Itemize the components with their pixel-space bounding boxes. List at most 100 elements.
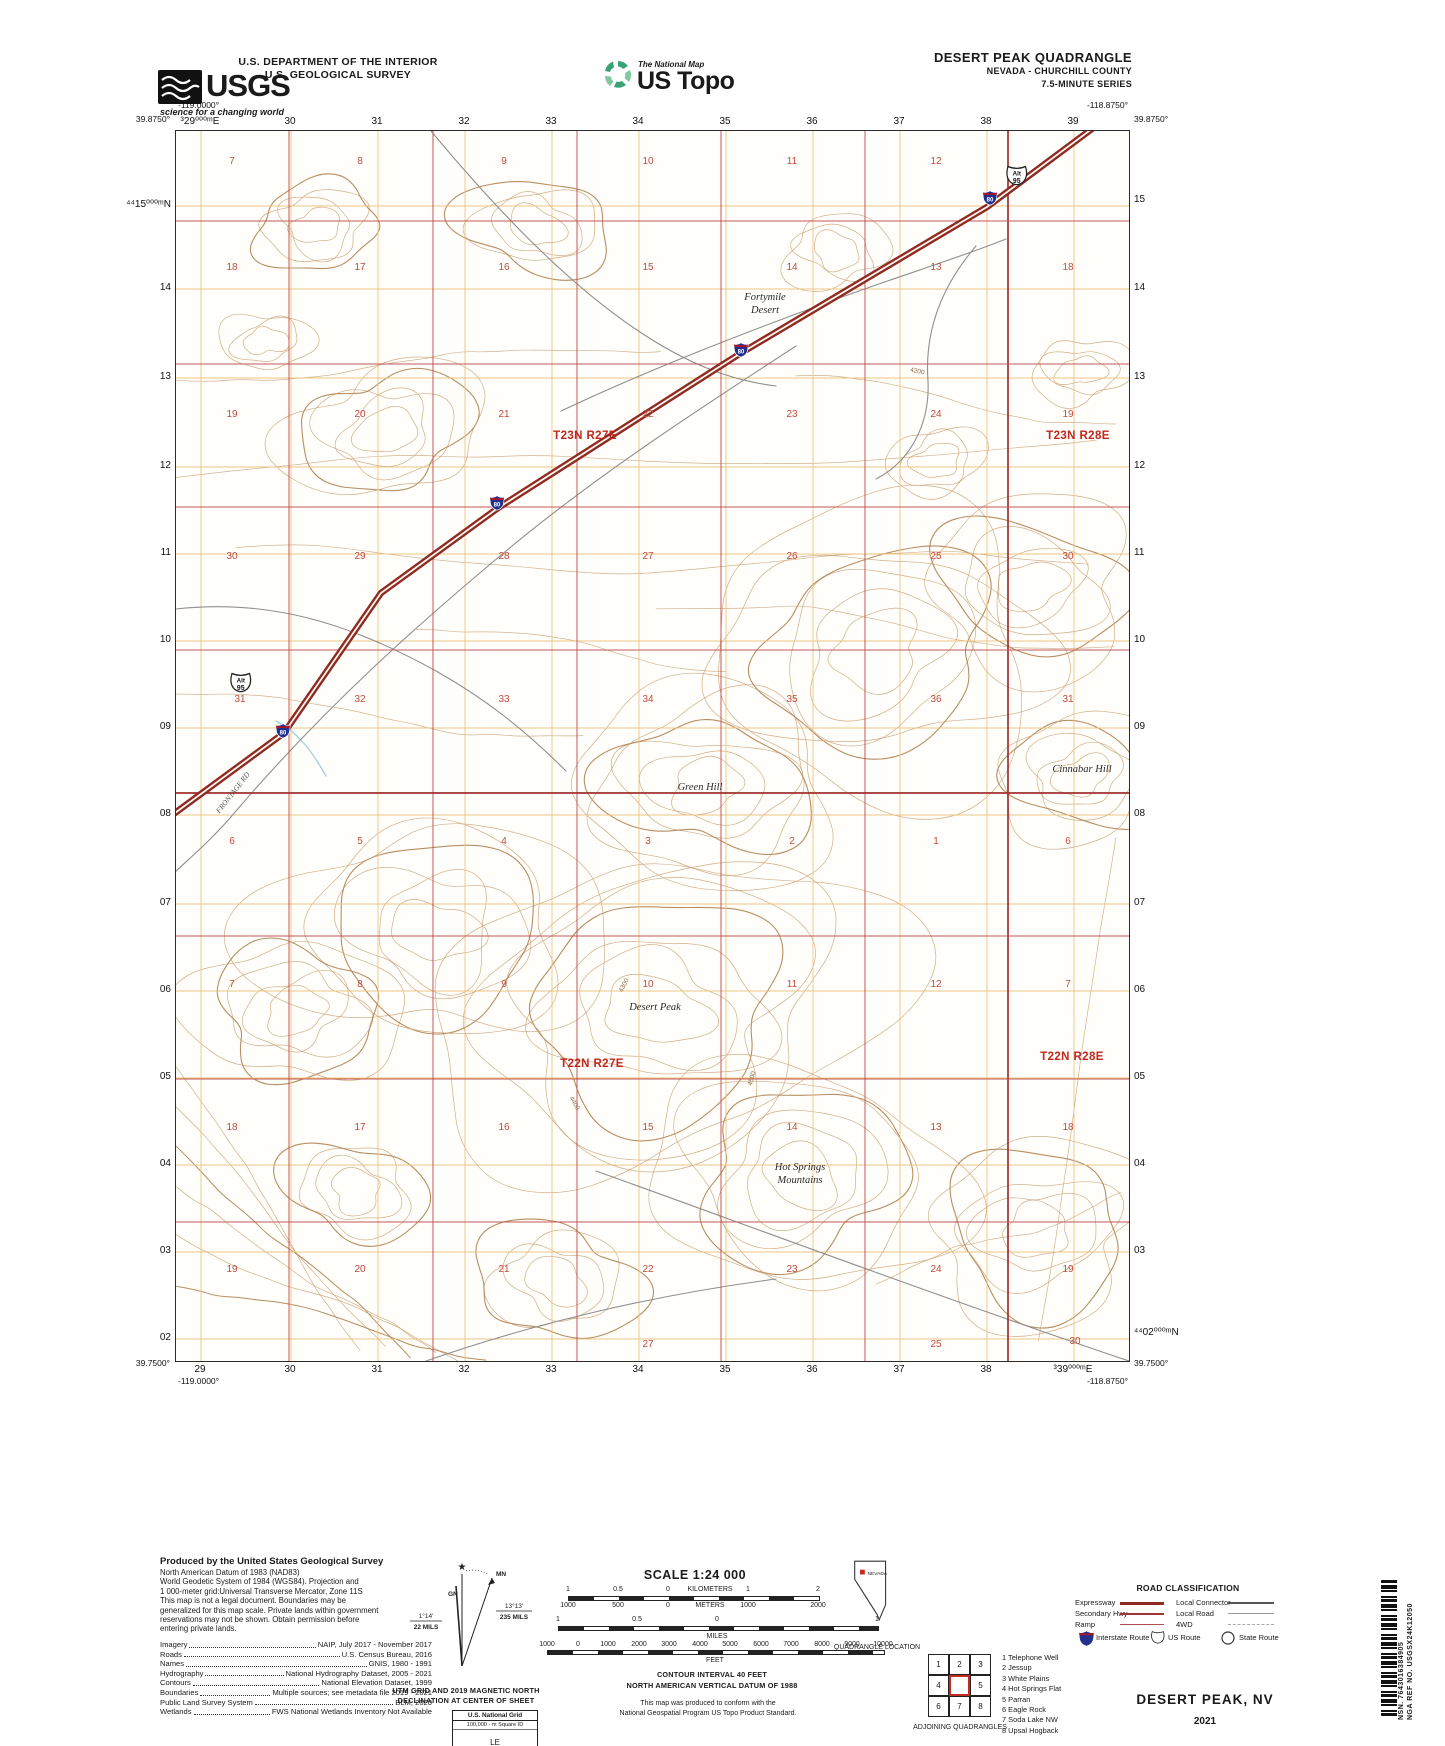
road-class-label: Local Road — [1176, 1609, 1214, 1618]
grid-edge-label: 33 — [545, 116, 557, 127]
adjoining-grid-cell: 8 — [970, 1696, 991, 1717]
grid-edge-label: 32 — [458, 1364, 470, 1375]
data-source-label: Roads — [160, 1649, 182, 1659]
scale-tick-label: 2000 — [810, 1602, 826, 1609]
corner-coordinate: 39.7500° — [135, 1358, 170, 1368]
grid-edge-label: 32 — [458, 116, 470, 127]
svg-text:GN: GN — [448, 1591, 458, 1598]
state-route-shield — [1221, 1631, 1235, 1645]
quadrangle-location-caption: QUADRANGLE LOCATION — [833, 1644, 921, 1651]
declination-caption1: UTM GRID AND 2019 MAGNETIC NORTH — [392, 1686, 540, 1695]
grid-edge-label: 05 — [1134, 1071, 1146, 1082]
grid-edge-label: 15 — [1134, 194, 1146, 205]
grid-edge-label: 30 — [284, 1364, 296, 1375]
quadrangle-series: 7.5-MINUTE SERIES — [1041, 79, 1132, 89]
grid-edge-label: 02 — [159, 1332, 171, 1343]
scale-title: SCALE 1:24 000 — [643, 1568, 747, 1582]
usgs-tagline: science for a changing world — [160, 107, 285, 117]
production-note-line: North American Datum of 1983 (NAD83) — [160, 1568, 300, 1577]
declination-caption2: DECLINATION AT CENTER OF SHEET — [397, 1696, 535, 1705]
svg-text:22 MILS: 22 MILS — [414, 1624, 439, 1631]
adjoining-quad-name: 2 Jessup — [1002, 1663, 1032, 1673]
road-class-line — [1120, 1624, 1164, 1626]
scale-tick-label: 5000 — [722, 1641, 738, 1648]
us-route-shield — [1151, 1631, 1165, 1644]
scale-tick-label: 0 — [666, 1602, 670, 1609]
adjoining-quadrangles-caption: ADJOINING QUADRANGLES — [913, 1724, 1007, 1731]
scale-tick-label: METERS — [695, 1602, 725, 1609]
scale-tick-label: 0.5 — [632, 1616, 642, 1623]
corner-coordinate: 39.8750° — [1134, 114, 1169, 124]
data-source-label: Hydrography — [160, 1668, 204, 1678]
adjoining-quad-name: 8 Upsal Hogback — [1002, 1725, 1059, 1735]
production-note-line: reservations may not be shown. Obtain pe… — [160, 1615, 360, 1624]
scale-tick-label: 0.5 — [613, 1586, 623, 1593]
scale-tick-label: 3000 — [661, 1641, 677, 1648]
conformance-note-line1: This map was produced to conform with th… — [640, 1700, 776, 1707]
adjoining-quad-name: 1 Telephone Well — [1002, 1653, 1059, 1662]
scale-tick-label: 1000 — [740, 1602, 756, 1609]
grid-edge-label: 37 — [893, 116, 905, 127]
adjoining-grid-cell — [949, 1675, 970, 1696]
production-note-line: 1 000-meter grid:Universal Transverse Me… — [160, 1586, 363, 1596]
grid-edge-label: ⁴⁴15⁰⁰⁰ᵐN — [126, 199, 171, 210]
grid-edge-label: 03 — [159, 1245, 171, 1256]
road-class-label: Local Connector — [1176, 1598, 1231, 1607]
adjoining-grid-cell: 7 — [949, 1696, 970, 1717]
data-source-row: Roads U.S. Census Bureau, 2016 — [160, 1650, 432, 1660]
grid-edge-label: 08 — [159, 808, 171, 819]
data-source-label: Public Land Survey System — [160, 1697, 253, 1707]
grid-edge-label: 38 — [980, 116, 992, 127]
adjoining-grid-cell: 2 — [949, 1654, 970, 1675]
corner-coordinate: 39.7500° — [1134, 1358, 1169, 1368]
corner-coordinate: -118.8750° — [1086, 1376, 1128, 1386]
grid-edge-label: 36 — [806, 1364, 818, 1375]
data-source-row: Contours National Elevation Dataset, 1999 — [160, 1678, 432, 1688]
road-classification-title: ROAD CLASSIFICATION — [1136, 1583, 1240, 1593]
grid-edge-label: 39 — [1067, 116, 1079, 127]
grid-edge-label: 04 — [159, 1158, 171, 1169]
data-source-row: Hydrography National Hydrography Dataset,… — [160, 1669, 432, 1679]
data-source-label: Contours — [160, 1678, 191, 1688]
adjoining-quadrangles-list: 1 Telephone Well 2 Jessup 3 White Plains 4 … — [1002, 1653, 1061, 1736]
department-header: U.S. DEPARTMENT OF THE INTERIOR U.S. GEO… — [218, 56, 458, 82]
ustopo-logo-text: US Topo — [637, 67, 735, 95]
data-source-label: Imagery — [160, 1640, 188, 1649]
svg-text:MN: MN — [496, 1571, 506, 1578]
barcode-nsn-text: NSN. 7643016384905 — [1398, 1641, 1405, 1720]
adjoining-quad-name: 6 Eagle Rock — [1002, 1705, 1046, 1715]
map-sheet-year: 2021 — [1193, 1716, 1217, 1727]
grid-edge-label: 04 — [1134, 1158, 1146, 1169]
svg-text:13°13': 13°13' — [505, 1602, 523, 1610]
grid-edge-label: 31 — [371, 116, 383, 127]
dotted-leader — [183, 1650, 340, 1658]
adjoining-grid-cell: 4 — [928, 1675, 949, 1696]
barcode — [1381, 1580, 1397, 1716]
grid-edge-label: 13 — [1134, 371, 1146, 382]
road-class-label: Expressway — [1075, 1598, 1116, 1607]
data-source-label: Names — [160, 1659, 185, 1669]
data-source-label: Wetlands — [160, 1707, 192, 1717]
scale-tick-label: 1 — [746, 1586, 750, 1593]
grid-edge-label: 12 — [1134, 460, 1146, 471]
grid-edge-label: 10 — [159, 634, 171, 645]
adjoining-quad-name: 3 White Plains — [1002, 1673, 1050, 1683]
road-class-line — [1120, 1602, 1164, 1605]
conformance-note-line2: National Geospatial Program US Topo Prod… — [619, 1710, 797, 1717]
scale-tick-label: FEET — [706, 1657, 724, 1664]
scale-tick-label: 4000 — [692, 1641, 708, 1648]
grid-edge-label: 35 — [719, 1364, 731, 1375]
data-source-row: Boundaries Multiple sources; see metadata… — [160, 1688, 432, 1698]
grid-edge-label: 09 — [1134, 721, 1146, 732]
grid-edge-label: 34 — [632, 116, 644, 127]
grid-edge-label: 34 — [632, 1364, 644, 1375]
usgs-wave-icon — [158, 70, 202, 104]
dotted-leader — [189, 1641, 316, 1648]
adjoining-quad-name: 7 Soda Lake NW — [1002, 1715, 1058, 1725]
quadrangle-state-county: NEVADA - CHURCHILL COUNTY — [986, 66, 1132, 76]
data-source-label: Boundaries — [160, 1688, 199, 1697]
grid-edge-label: 08 — [1134, 808, 1146, 819]
road-class-shield-label: State Route — [1239, 1633, 1279, 1642]
